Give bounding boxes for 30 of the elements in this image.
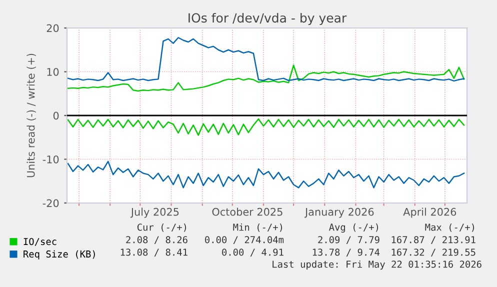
y-axis-title: Units read (-) / write (+) [26,54,36,178]
text: 2.09 / 7.79 [318,236,380,244]
legend-label: IO/sec [24,238,56,246]
line-series [67,118,465,136]
text: 13.08 / 8.41 [120,248,188,257]
y-tick-label: 0 [53,112,59,120]
y-tick-label: -10 [42,155,59,164]
text: 2.08 / 8.26 [126,236,188,244]
text: 0.00 / 4.91 [222,248,284,257]
x-tick-label: October 2025 [212,208,282,216]
text: Min (-/+) [233,223,282,232]
x-tick-label: January 2026 [304,208,374,218]
y-tick-label: 10 [47,68,59,76]
line-series [67,37,465,82]
legend-label: Req Size (KB) [24,250,95,260]
line-series [67,64,465,92]
text: Max (-/+) [425,223,474,232]
y-tick-label: -20 [42,199,59,208]
text: 0.00 / 274.04m [205,236,284,244]
y-tick-label: 20 [46,24,59,32]
text: 167.87 / 213.91 [392,236,476,244]
x-tick-label: April 2026 [403,208,456,218]
x-tick-label: July 2025 [130,208,179,218]
text: Avg (-/+) [329,223,378,233]
line-series [67,160,465,188]
text: 13.78 / 9.74 [312,248,380,257]
text: Last update: Fri May 22 01:35:16 2026 [272,260,482,270]
chart-title: IOs for /dev/vda - by year [188,12,347,26]
text: Cur (-/+) [137,223,186,232]
text: 167.32 / 219.55 [392,248,476,257]
